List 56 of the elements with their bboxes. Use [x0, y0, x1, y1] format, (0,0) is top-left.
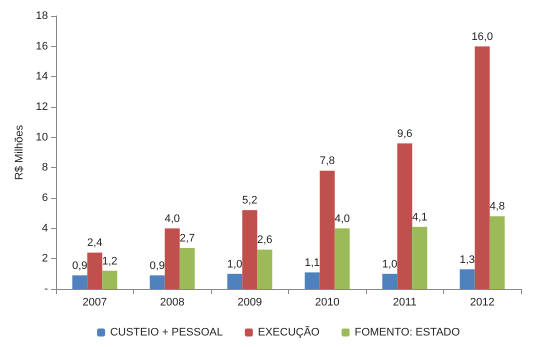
data-label: 0,9: [150, 260, 165, 272]
bar: [334, 228, 350, 289]
data-label: 1,1: [304, 256, 320, 269]
bar: [304, 272, 320, 289]
y-tick-label: 8: [42, 162, 48, 174]
data-label: 2,6: [257, 234, 272, 246]
bar: [490, 216, 505, 289]
legend-label: CUSTEIO + PESSOAL: [110, 326, 223, 338]
bar: [412, 226, 428, 289]
x-tick-label: 2009: [238, 296, 262, 308]
y-tick-label: 10: [36, 131, 48, 144]
y-tick-label: 4: [42, 222, 48, 234]
data-label: 9,6: [397, 128, 412, 140]
legend-label: FOMENTO: ESTADO: [354, 326, 460, 338]
y-tick-label: 2: [42, 252, 48, 265]
bar: [242, 210, 258, 289]
x-tick-label: 2007: [82, 296, 107, 308]
data-label: 0,9: [72, 260, 88, 272]
bar: [150, 275, 165, 289]
data-label: 7,8: [320, 155, 335, 168]
bar: [397, 143, 412, 289]
y-tick-label: -: [44, 283, 48, 295]
legend-label: EXECUÇÃO: [258, 326, 320, 338]
data-label: 2,4: [87, 237, 102, 250]
y-tick-label: 18: [36, 10, 48, 22]
bar: [164, 228, 180, 289]
data-label: 4,0: [164, 212, 180, 225]
x-tick-label: 2008: [160, 296, 184, 308]
y-axis-title: R$ Milhões: [13, 124, 26, 180]
data-label: 4,1: [412, 211, 428, 224]
y-tick-label: 16: [36, 40, 48, 52]
data-label: 4,8: [490, 200, 505, 213]
y-tick-label: 6: [42, 192, 48, 204]
x-tick-label: 2010: [315, 296, 340, 308]
bar: [382, 274, 398, 289]
data-label: 16,0: [472, 30, 493, 43]
bar: [87, 252, 102, 289]
data-label: 4,0: [334, 212, 350, 225]
data-label: 5,2: [242, 194, 258, 207]
data-label: 1,0: [227, 258, 242, 270]
bar: [180, 248, 195, 289]
y-tick-label: 14: [36, 70, 48, 83]
bar: [227, 274, 242, 289]
bar: [474, 46, 490, 289]
bar: [460, 269, 475, 289]
bar: [320, 170, 335, 289]
bar: [257, 250, 272, 289]
data-label: 1,2: [102, 255, 118, 268]
data-label: 1,3: [460, 254, 475, 266]
x-tick-label: 2012: [470, 296, 494, 308]
bar: [72, 275, 88, 289]
y-tick-label: 12: [36, 101, 48, 113]
data-label: 1,0: [382, 258, 398, 270]
x-tick-label: 2011: [392, 296, 417, 308]
data-label: 2,7: [180, 232, 195, 245]
bar: [102, 270, 118, 289]
